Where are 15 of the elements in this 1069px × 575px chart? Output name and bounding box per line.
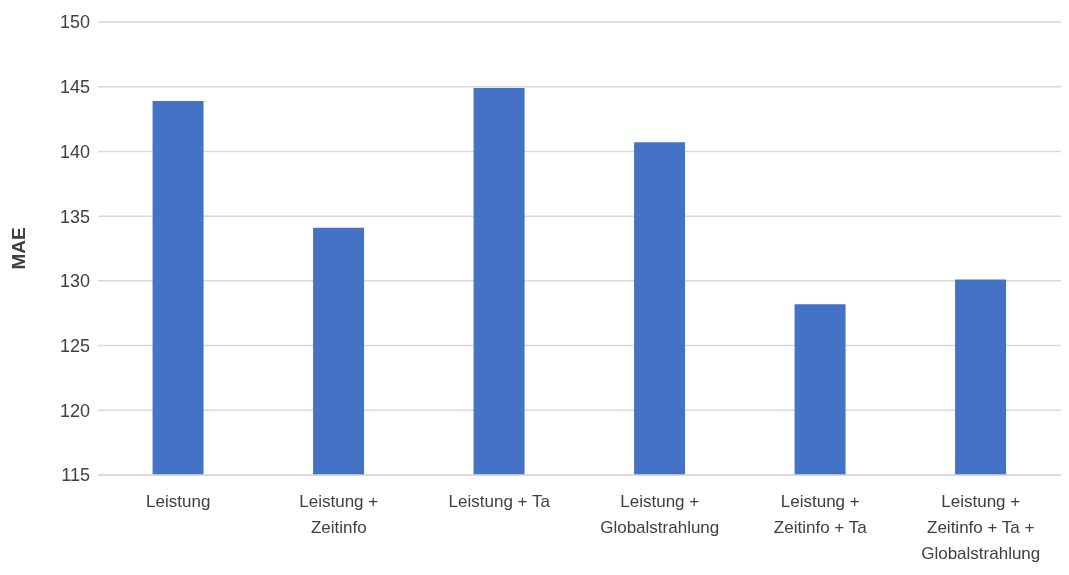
x-tick-label: Leistung + Globalstrahlung (600, 492, 720, 537)
x-tick-label: Leistung + Zeitinfo + Ta (773, 492, 868, 537)
y-tick-label: 135 (59, 206, 90, 227)
y-axis-title: MAE (7, 227, 29, 270)
y-tick-label: 150 (59, 12, 90, 33)
x-tick-label: Leistung (146, 492, 211, 511)
x-tick-label: Leistung + Ta (448, 492, 551, 511)
x-tick-label: Leistung + Zeitinfo + Ta + Globalstrahlung (921, 492, 1041, 563)
x-tick-label: Leistung + Zeitinfo (299, 492, 379, 537)
y-tick-label: 145 (59, 77, 90, 98)
y-tick-label: 125 (59, 335, 90, 356)
y-tick-label: 140 (59, 141, 90, 162)
y-tick-label: 130 (59, 271, 90, 292)
y-tick-label: 115 (61, 465, 90, 486)
y-tick-label: 120 (59, 400, 90, 421)
